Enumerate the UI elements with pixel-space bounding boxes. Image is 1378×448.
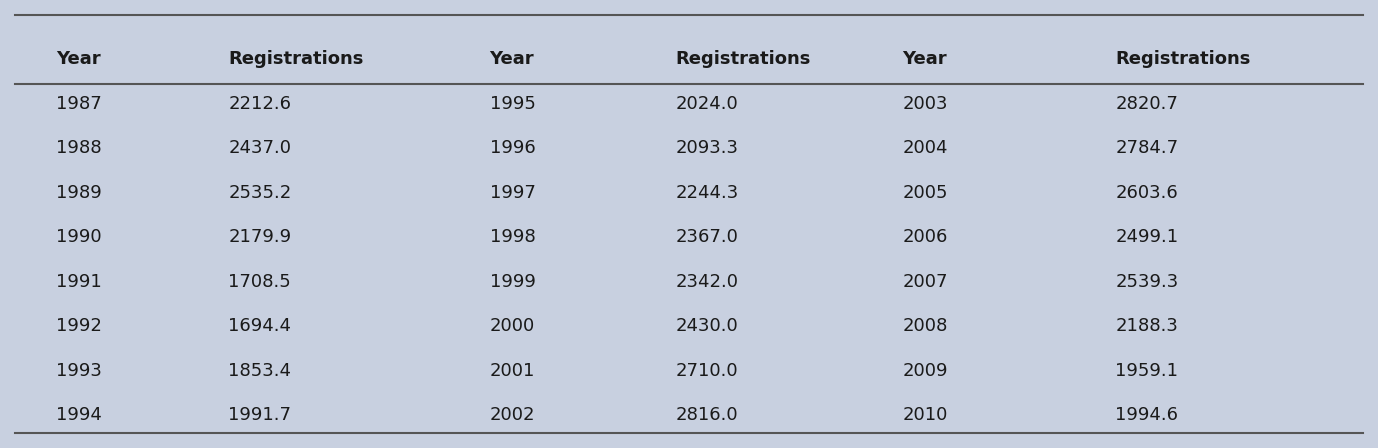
Text: 2179.9: 2179.9: [229, 228, 291, 246]
Text: 2188.3: 2188.3: [1115, 317, 1178, 336]
Text: 2093.3: 2093.3: [675, 139, 739, 157]
Text: 1708.5: 1708.5: [229, 273, 291, 291]
Text: Registrations: Registrations: [229, 50, 364, 68]
Text: 2784.7: 2784.7: [1115, 139, 1178, 157]
Text: 2437.0: 2437.0: [229, 139, 291, 157]
Text: 2002: 2002: [489, 406, 535, 424]
Text: 1987: 1987: [56, 95, 102, 113]
Text: 2820.7: 2820.7: [1115, 95, 1178, 113]
Text: 2003: 2003: [903, 95, 948, 113]
Text: Year: Year: [489, 50, 535, 68]
Text: 2005: 2005: [903, 184, 948, 202]
Text: 1996: 1996: [489, 139, 535, 157]
Text: 1999: 1999: [489, 273, 536, 291]
Text: 2008: 2008: [903, 317, 948, 336]
Text: 2499.1: 2499.1: [1115, 228, 1178, 246]
Text: 1993: 1993: [56, 362, 102, 380]
Text: 1991: 1991: [56, 273, 102, 291]
Text: 2603.6: 2603.6: [1115, 184, 1178, 202]
Text: 2212.6: 2212.6: [229, 95, 291, 113]
Text: 1853.4: 1853.4: [229, 362, 291, 380]
Text: 1990: 1990: [56, 228, 102, 246]
Text: 2024.0: 2024.0: [675, 95, 739, 113]
Text: 2244.3: 2244.3: [675, 184, 739, 202]
Text: Year: Year: [56, 50, 101, 68]
Text: 1694.4: 1694.4: [229, 317, 291, 336]
Text: Year: Year: [903, 50, 947, 68]
Text: 1995: 1995: [489, 95, 536, 113]
Text: 1997: 1997: [489, 184, 536, 202]
Text: 2367.0: 2367.0: [675, 228, 739, 246]
Text: 2535.2: 2535.2: [229, 184, 292, 202]
Text: 2006: 2006: [903, 228, 948, 246]
Text: 1998: 1998: [489, 228, 535, 246]
Text: 1994.6: 1994.6: [1115, 406, 1178, 424]
Text: Registrations: Registrations: [675, 50, 810, 68]
Text: 2009: 2009: [903, 362, 948, 380]
Text: 2430.0: 2430.0: [675, 317, 739, 336]
Text: 2007: 2007: [903, 273, 948, 291]
Text: 2710.0: 2710.0: [675, 362, 737, 380]
Text: 1988: 1988: [56, 139, 102, 157]
Text: 2004: 2004: [903, 139, 948, 157]
Text: 2342.0: 2342.0: [675, 273, 739, 291]
Text: Registrations: Registrations: [1115, 50, 1251, 68]
Text: 2816.0: 2816.0: [675, 406, 737, 424]
Text: 1991.7: 1991.7: [229, 406, 291, 424]
Text: 2001: 2001: [489, 362, 535, 380]
Text: 2000: 2000: [489, 317, 535, 336]
Text: 1994: 1994: [56, 406, 102, 424]
Text: 2539.3: 2539.3: [1115, 273, 1178, 291]
Text: 1992: 1992: [56, 317, 102, 336]
Text: 1989: 1989: [56, 184, 102, 202]
Text: 2010: 2010: [903, 406, 948, 424]
Text: 1959.1: 1959.1: [1115, 362, 1178, 380]
